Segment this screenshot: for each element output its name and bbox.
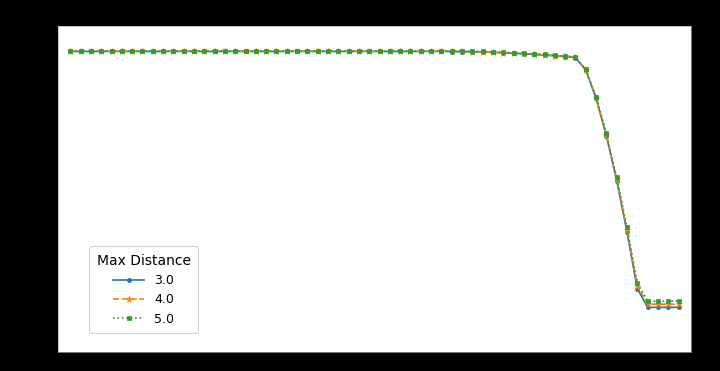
3.0	[272, 49, 281, 54]
4.0	[447, 49, 456, 53]
3.0	[447, 49, 456, 54]
Legend: 3.0, 4.0, 5.0: 3.0, 4.0, 5.0	[89, 246, 198, 333]
5.0	[643, 299, 652, 303]
4.0	[262, 49, 271, 53]
Line: 3.0: 3.0	[68, 49, 680, 309]
5.0	[66, 49, 75, 53]
3.0	[220, 49, 229, 54]
4.0	[169, 49, 178, 53]
5.0	[272, 49, 281, 53]
5.0	[262, 49, 271, 53]
Line: 5.0: 5.0	[68, 49, 680, 303]
4.0	[66, 49, 75, 53]
3.0	[262, 49, 271, 54]
3.0	[66, 49, 75, 54]
4.0	[241, 49, 250, 53]
5.0	[241, 49, 250, 53]
3.0	[643, 305, 652, 309]
4.0	[272, 49, 281, 53]
5.0	[169, 49, 178, 53]
3.0	[674, 305, 683, 309]
5.0	[220, 49, 229, 53]
4.0	[643, 302, 652, 306]
4.0	[220, 49, 229, 53]
3.0	[169, 49, 178, 54]
4.0	[674, 302, 683, 306]
3.0	[241, 49, 250, 54]
5.0	[447, 49, 456, 53]
5.0	[674, 299, 683, 303]
Line: 4.0: 4.0	[67, 48, 682, 308]
